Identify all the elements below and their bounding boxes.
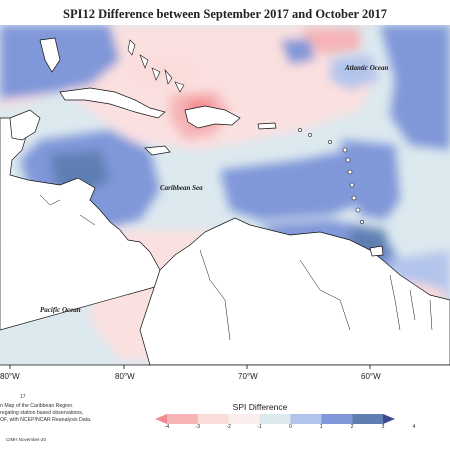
- florida-land: [39, 37, 61, 73]
- legend-tick-label: 0: [289, 424, 292, 430]
- longitude-ticks: [9, 365, 371, 369]
- dry-zone-north-atlantic: [300, 28, 360, 55]
- legend-tick-label: -4: [164, 424, 170, 430]
- legend-tick-label: -3: [195, 424, 201, 430]
- legend-color-cell: [383, 414, 395, 424]
- legend-color-cell: [259, 414, 291, 424]
- lon-tick-label: 80°W: [115, 372, 135, 381]
- wet-zone-northeast: [380, 25, 450, 150]
- bahamas-islands: [127, 39, 185, 93]
- atlantic-ocean-label: Atlantic Ocean: [344, 64, 388, 72]
- lon-tick-label: 70°W: [238, 372, 258, 381]
- legend-color-cell: [197, 414, 229, 424]
- wet-zone-antilles: [340, 140, 400, 220]
- caption-line: n Map of the Caribbean Region.: [0, 403, 74, 409]
- lon-tick-label: 80°W: [0, 372, 20, 381]
- wet-zone-northwest: [0, 25, 120, 100]
- legend-color-cell: [228, 414, 260, 424]
- hispaniola-land: [184, 105, 241, 129]
- legend-color-cell: [167, 414, 198, 424]
- map-title: SPI12 Difference between September 2017 …: [63, 7, 387, 21]
- map-caption: n Map of the Caribbean Region. regating …: [0, 403, 120, 424]
- yucatan-land: [9, 109, 41, 141]
- footer-number: 17: [20, 394, 26, 400]
- caribbean-sea-label: Caribbean Sea: [160, 184, 203, 192]
- wet-zone-north-bahamas: [280, 38, 315, 65]
- legend-tick-label: 4: [412, 424, 416, 430]
- dry-zone-cuba: [130, 55, 200, 90]
- trinidad-land: [369, 245, 384, 257]
- jamaica-land: [144, 145, 171, 156]
- wet-zone-caribbean-east: [220, 150, 380, 220]
- caption-line: regating station based observations,: [0, 410, 84, 416]
- legend-color-cell: [290, 414, 322, 424]
- legend-tick-label: 3: [381, 424, 385, 430]
- lesser-antilles: [298, 128, 364, 224]
- credit-text: CIMH November-20: [6, 437, 47, 442]
- lon-tick-label: 60°W: [361, 372, 381, 381]
- wet-zone-east-upper: [330, 55, 380, 90]
- legend-color-cell: [155, 414, 167, 424]
- legend-tick-label: 1: [319, 424, 323, 430]
- pacific-ocean-label: Pacific Ocean: [40, 306, 81, 314]
- legend-tick-label: 2: [350, 424, 354, 430]
- legend-tick-label: -1: [257, 424, 262, 430]
- cuba-land: [59, 87, 166, 119]
- caption-line: OF, with NCEP/NCAR Reanalysis Data.: [0, 417, 92, 423]
- legend-tick-label: -2: [226, 424, 231, 430]
- land-layer: [0, 37, 450, 365]
- puerto-rico-land: [257, 122, 277, 130]
- legend-colorbar: [155, 414, 395, 424]
- country-borders: [39, 194, 433, 341]
- legend-color-cell: [321, 414, 353, 424]
- legend-title: SPI Difference: [232, 402, 288, 412]
- legend-color-cell: [352, 414, 383, 424]
